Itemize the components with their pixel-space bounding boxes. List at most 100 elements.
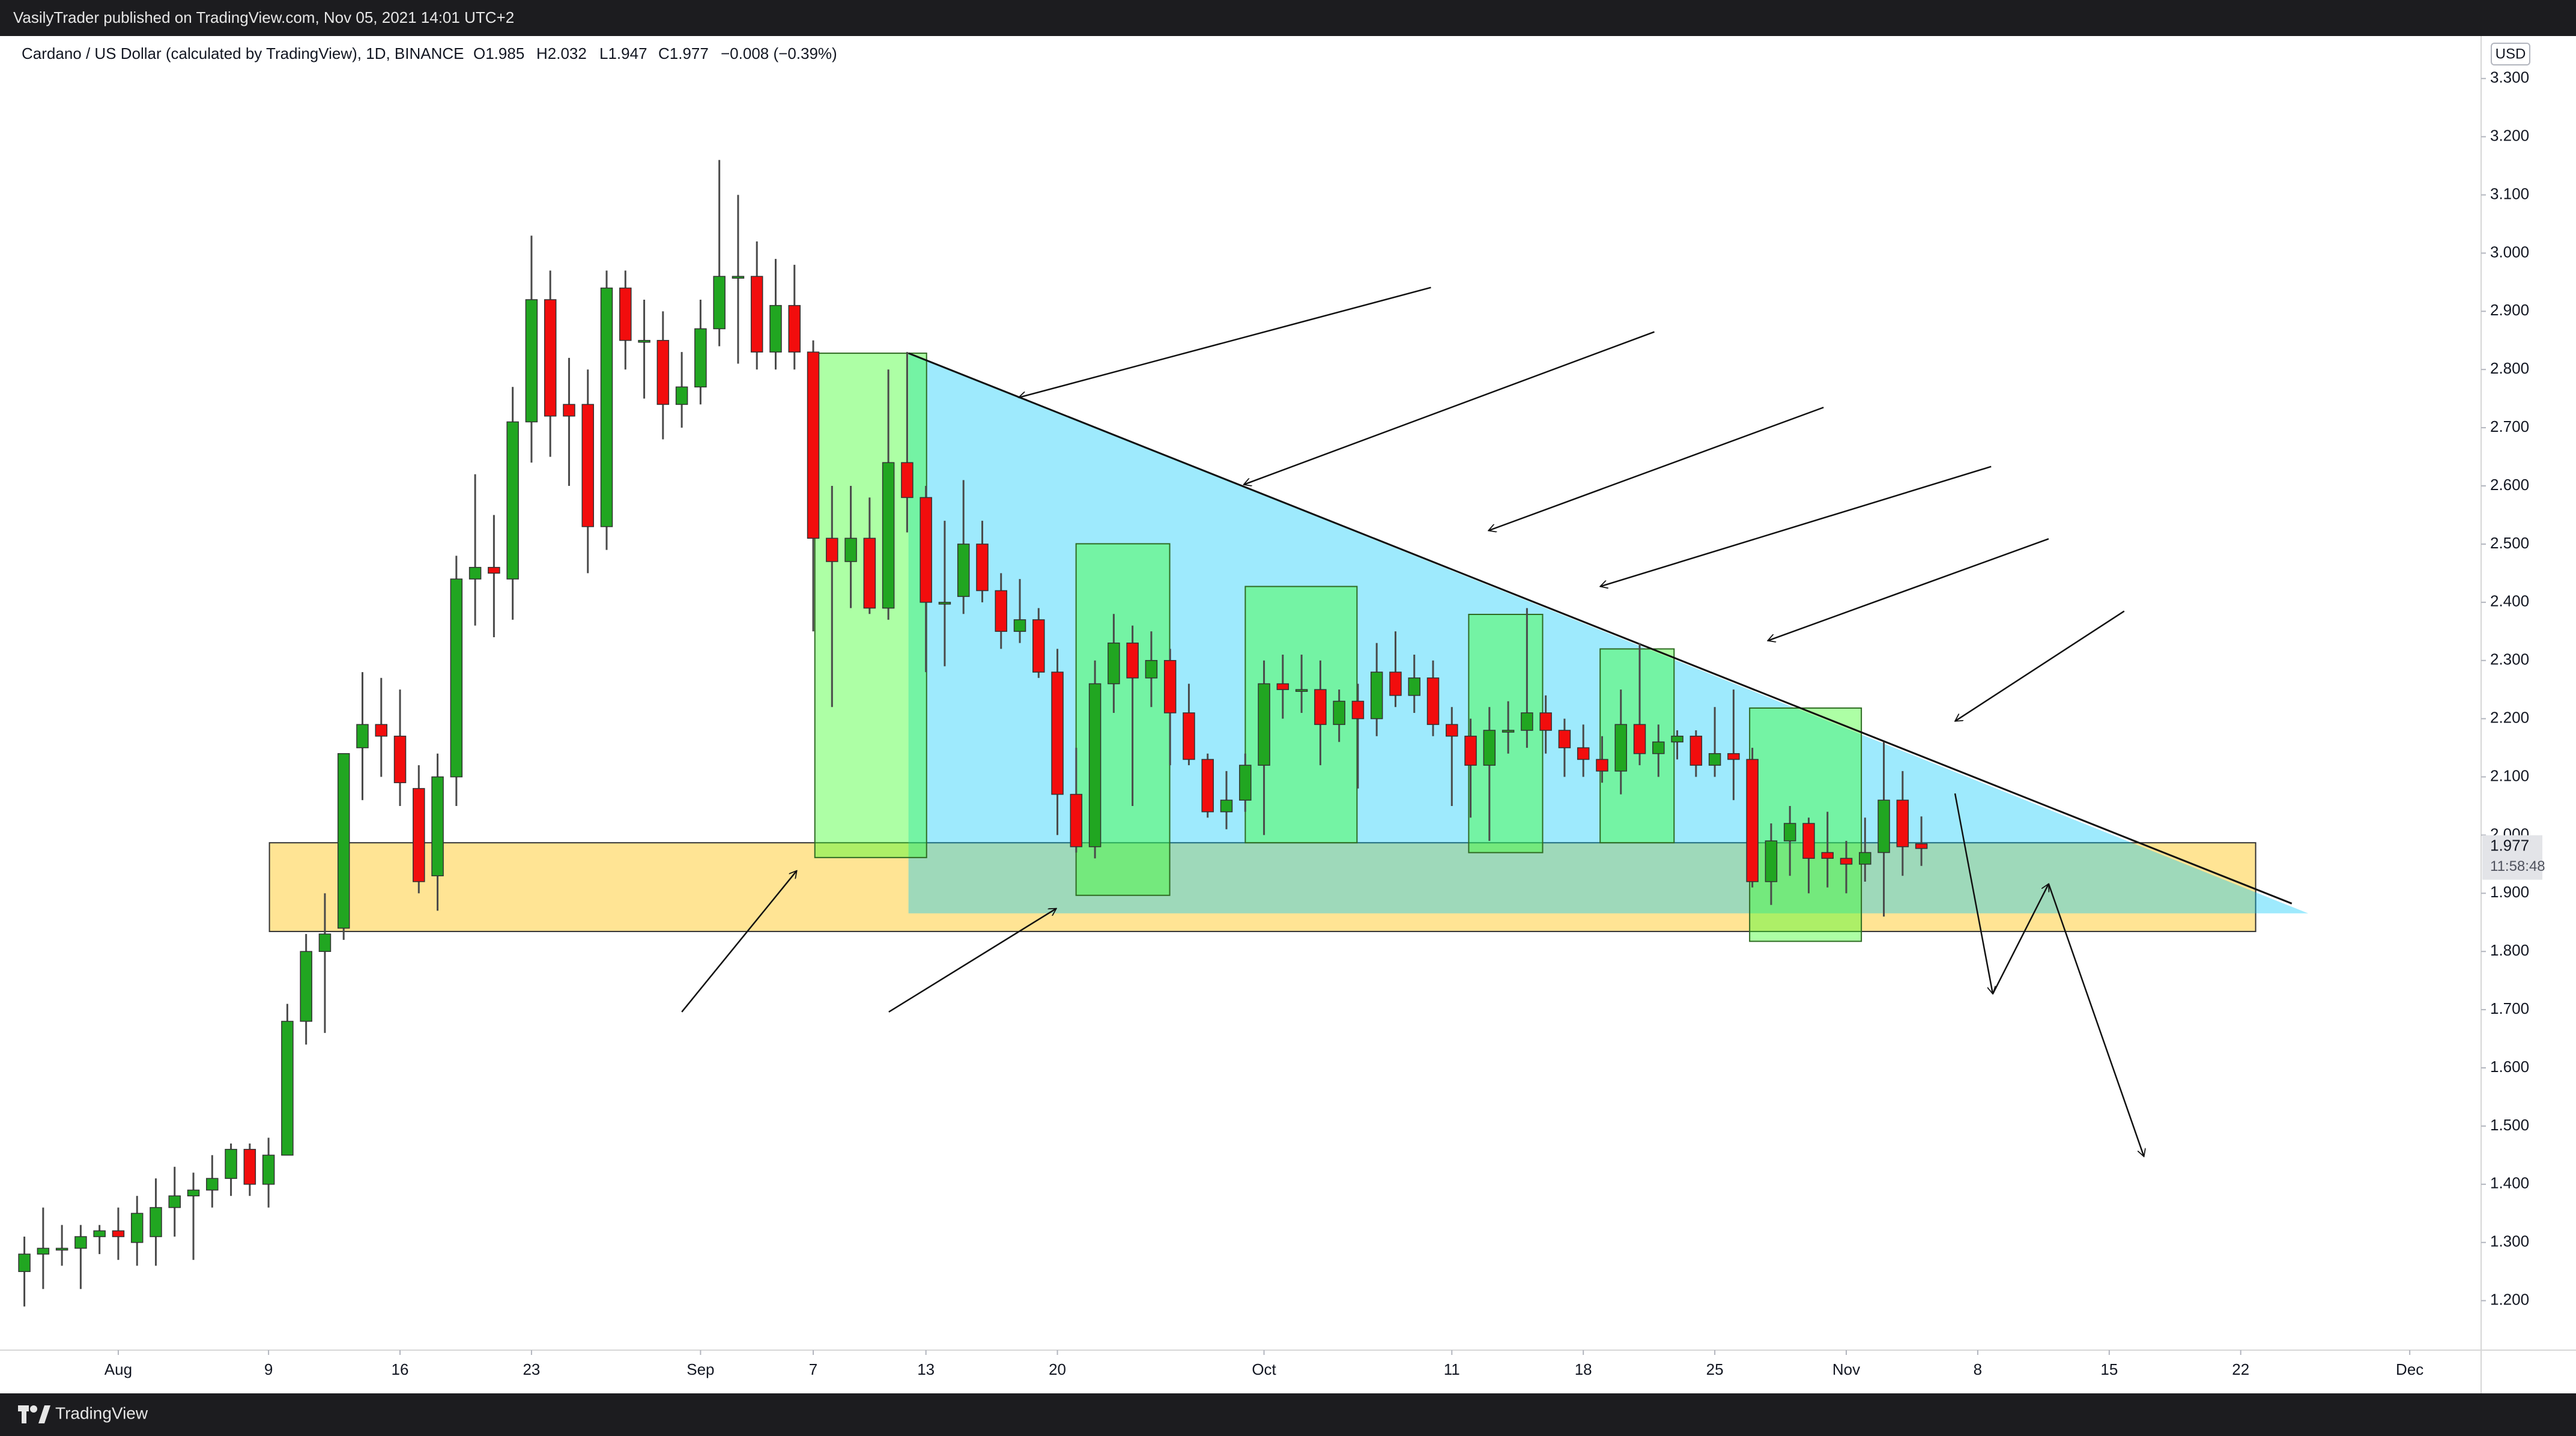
x-tick-label: 16 xyxy=(392,1360,409,1378)
currency-label: USD xyxy=(2496,46,2526,62)
candle-body xyxy=(638,340,650,343)
candle-body xyxy=(957,544,970,597)
candle-body xyxy=(74,1236,87,1249)
candle-body xyxy=(187,1189,200,1196)
candle-body xyxy=(1840,858,1853,865)
arrow xyxy=(1019,286,1431,398)
candle-body xyxy=(281,1020,294,1156)
candle-body xyxy=(1577,747,1590,760)
candle-body xyxy=(544,299,557,417)
footer-bar xyxy=(0,1393,2576,1436)
arrow xyxy=(1488,407,1824,530)
candle-body xyxy=(225,1148,237,1179)
x-tick-label: 13 xyxy=(917,1360,935,1378)
candle-body xyxy=(995,590,1007,632)
candle-body xyxy=(1370,671,1383,720)
y-tick-label: 1.200 xyxy=(2490,1291,2529,1309)
candle-body xyxy=(243,1148,256,1185)
y-tick-label: 1.500 xyxy=(2490,1116,2529,1134)
last-price-box xyxy=(2482,835,2542,880)
candle-body xyxy=(1521,712,1533,731)
x-tick-label: 25 xyxy=(1706,1360,1724,1378)
y-tick-label: 1.700 xyxy=(2490,999,2529,1017)
y-tick-label: 2.900 xyxy=(2490,301,2529,319)
range-box xyxy=(1468,614,1544,853)
candle-body xyxy=(1877,799,1890,853)
candle-body xyxy=(1765,840,1778,882)
x-tick-label: 9 xyxy=(264,1360,273,1378)
candle-body xyxy=(1915,843,1928,849)
currency-box xyxy=(2491,43,2530,65)
candle-body xyxy=(1314,689,1327,726)
candle-body xyxy=(150,1207,162,1237)
arrow xyxy=(681,871,796,1013)
candle-body xyxy=(1145,659,1158,679)
candle-body xyxy=(450,578,463,778)
candle-body xyxy=(93,1230,106,1237)
arrow xyxy=(1992,884,2049,995)
triangle-zone xyxy=(908,353,2309,913)
legend-open: O1.985 xyxy=(473,44,524,62)
candle-body xyxy=(413,788,425,882)
x-tick-label: 15 xyxy=(2100,1360,2118,1378)
candle-body xyxy=(1821,852,1834,859)
candle-body xyxy=(393,735,407,783)
candle-body xyxy=(506,421,519,580)
y-tick-label: 3.000 xyxy=(2490,243,2529,261)
candle-body xyxy=(619,287,632,341)
arrow xyxy=(888,907,1056,1013)
candle-body xyxy=(468,566,482,580)
candle-body xyxy=(1671,735,1683,743)
x-tick-label: 11 xyxy=(1444,1360,1460,1378)
candle-body xyxy=(1258,683,1270,766)
candle-body xyxy=(1802,823,1815,859)
candle-body xyxy=(1333,700,1345,726)
y-tick-label: 2.400 xyxy=(2490,592,2529,610)
y-tick-label: 2.100 xyxy=(2490,766,2529,784)
candle-body xyxy=(1896,799,1909,847)
x-tick-label: 8 xyxy=(1974,1360,1982,1378)
candle-body xyxy=(1163,659,1177,713)
x-tick-label: 7 xyxy=(809,1360,817,1378)
candle-body xyxy=(1013,619,1026,632)
x-tick-label: Oct xyxy=(1252,1360,1276,1378)
candle-body xyxy=(901,462,914,498)
candle-body xyxy=(1596,759,1608,772)
candle-body xyxy=(262,1154,275,1185)
candle-body xyxy=(1859,852,1871,865)
candle-body xyxy=(1426,677,1440,726)
y-tick-label: 1.800 xyxy=(2490,941,2529,959)
y-tick-label: 3.100 xyxy=(2490,184,2529,202)
candle-body xyxy=(976,544,989,592)
candle-body xyxy=(37,1247,50,1255)
x-tick-label: Sep xyxy=(686,1360,714,1378)
candle-body xyxy=(1032,619,1045,673)
candle-body xyxy=(337,753,350,929)
x-tick-label: 20 xyxy=(1049,1360,1066,1378)
candle-body xyxy=(488,566,500,574)
y-tick-label: 2.200 xyxy=(2490,709,2529,727)
candle-body xyxy=(1783,823,1796,841)
arrows xyxy=(681,286,2144,1157)
arrow xyxy=(1600,465,1992,587)
candle-body xyxy=(581,404,594,527)
candle-body xyxy=(1464,735,1477,766)
y-tick-label: 2.300 xyxy=(2490,650,2529,668)
candle-body xyxy=(882,462,895,609)
candle-body xyxy=(1239,765,1252,801)
legend-high: H2.032 xyxy=(536,44,587,62)
x-tick-label: Dec xyxy=(2396,1360,2423,1378)
candle-body xyxy=(563,404,575,417)
candle-body xyxy=(1614,724,1627,772)
candle-body xyxy=(1502,730,1515,733)
candle-body xyxy=(1652,741,1665,754)
candle-body xyxy=(769,304,782,353)
arrow xyxy=(1955,610,2125,722)
y-tick-label: 1.600 xyxy=(2490,1058,2529,1076)
arrow xyxy=(2047,883,2144,1157)
candle-body xyxy=(1558,730,1571,748)
candle-body xyxy=(112,1230,125,1237)
candle-body xyxy=(206,1178,219,1191)
